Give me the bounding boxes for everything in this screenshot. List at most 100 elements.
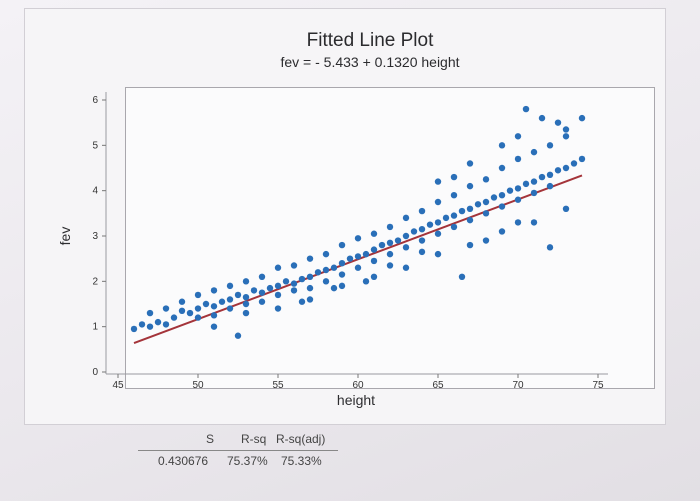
stat-value-s: 0.430676 [158,454,209,468]
data-point [562,205,570,212]
summary-rule [138,450,338,451]
data-point [146,309,154,317]
data-point [322,250,330,258]
x-tick-label: 50 [192,380,204,391]
y-tick-label: 4 [92,186,98,197]
data-point [282,278,290,285]
data-point [458,273,466,280]
data-point [290,287,298,294]
data-point [458,207,466,215]
y-axis: 0 1 2 3 4 5 6 [92,92,107,378]
data-point [450,223,458,231]
data-point [338,241,346,249]
data-point [418,237,426,244]
data-point [162,321,170,328]
data-point [450,173,458,181]
x-axis-label: height [337,392,375,408]
x-tick-label: 75 [592,380,604,391]
data-point [274,264,282,271]
data-point [338,271,346,278]
regression-equation: fev = - 5.433 + 0.1320 height [280,54,460,70]
data-point [386,250,394,258]
data-point [290,280,298,287]
data-point [242,300,250,308]
data-point [210,287,218,294]
y-tick-label: 3 [92,231,98,242]
data-point [426,221,434,228]
data-point [410,228,418,235]
data-point [210,312,218,319]
x-tick-label: 65 [432,380,444,391]
data-point [402,232,410,240]
data-point [178,307,186,314]
data-point [258,273,266,280]
data-point [474,201,482,208]
data-point [146,323,154,330]
data-point [218,298,226,305]
data-point [434,198,442,206]
data-point [250,287,258,294]
data-point [434,178,442,185]
data-point [514,155,522,163]
data-point [258,298,266,305]
data-point [162,305,170,312]
data-point [386,262,394,269]
data-point [226,296,234,303]
data-point [226,305,234,312]
y-tick-label: 0 [92,367,98,378]
data-point [482,198,490,206]
data-point [306,296,314,303]
data-point [274,291,282,299]
data-point [482,210,490,217]
data-point [466,160,474,167]
data-point [546,244,554,251]
chart-title: Fitted Line Plot [306,30,434,51]
data-point [498,203,506,210]
data-point [466,241,474,249]
data-point [514,219,522,226]
data-point [434,250,442,258]
data-point [450,212,458,219]
data-point [370,273,378,280]
data-point [482,176,490,183]
data-point [354,264,362,271]
data-point [402,214,410,222]
data-point [330,264,338,271]
data-point [386,223,394,231]
data-point [506,187,514,194]
data-point [466,216,474,224]
data-point [338,260,346,267]
data-point [370,246,378,253]
data-point [418,248,426,256]
data-point [514,185,522,192]
data-point [370,230,378,237]
data-point [562,126,570,133]
data-point [570,160,578,167]
data-point [546,171,554,178]
data-point [170,314,178,321]
data-point [338,282,346,290]
data-point [546,142,554,149]
data-point [554,167,562,174]
data-point [530,148,538,156]
data-point [186,309,194,317]
data-point [418,207,426,215]
y-tick-label: 1 [92,322,98,333]
data-point [298,298,306,305]
data-point [562,133,570,140]
data-point [242,309,250,317]
data-point [298,275,306,283]
data-point [482,237,490,244]
data-point [274,305,282,312]
data-point [498,142,506,149]
x-axis: 45 50 55 60 65 70 75 [106,373,608,391]
data-point [514,133,522,140]
data-point [370,257,378,265]
data-point [314,269,322,276]
data-point [394,237,402,244]
data-point [306,273,314,280]
data-point [322,266,330,274]
data-point [194,305,202,312]
data-point [130,325,138,333]
